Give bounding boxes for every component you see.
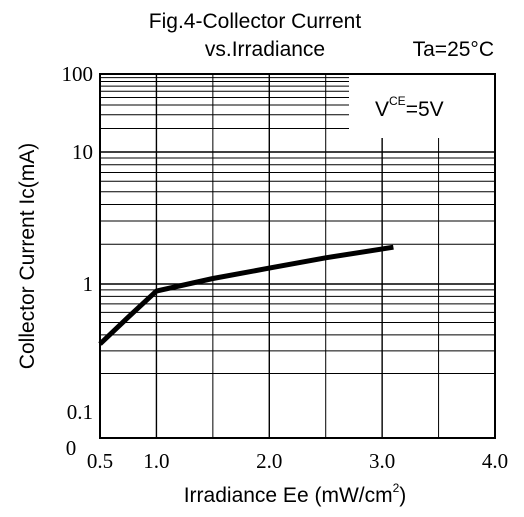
- x-axis-label-sup: 2: [393, 481, 400, 495]
- x-tick-label: 4.0: [482, 449, 508, 473]
- annotation-sup: CE: [389, 94, 406, 108]
- x-tick-labels: 0.5 1.0 2.0 3.0 4.0: [87, 449, 508, 473]
- annotation-base: V: [375, 98, 389, 121]
- y-tick-label: 0.1: [67, 400, 93, 424]
- condition-label: Ta=25°C: [413, 38, 494, 61]
- y-tick-label: 100: [62, 62, 94, 86]
- y-tick-label: 10: [72, 140, 93, 164]
- plot-frame: [99, 73, 496, 439]
- chart-title-line2: vs.Irradiance: [205, 38, 325, 61]
- x-axis-label-text: Irradiance Ee (mW/cm: [184, 484, 393, 507]
- x-tick-label: 0.5: [87, 449, 113, 473]
- chart-title-line1: Fig.4-Collector Current: [149, 10, 362, 33]
- annotation-box: [349, 74, 495, 138]
- x-tick-label: 2.0: [256, 449, 282, 473]
- x-tick-label: 3.0: [369, 449, 395, 473]
- series-line: [98, 244, 394, 346]
- x-axis-label-close: ): [399, 484, 406, 507]
- annotation-rest: =5V: [406, 98, 444, 121]
- y-axis-label: Collector Current Ic(mA): [16, 143, 39, 369]
- y-origin-label: 0: [66, 436, 77, 460]
- annotation-label: VCE=5V: [375, 94, 444, 121]
- y-tick-label: 1: [83, 272, 94, 296]
- x-tick-label: 1.0: [143, 449, 169, 473]
- y-tick-labels: 0.1 1 10 100: [62, 62, 94, 424]
- series-layer: [98, 244, 394, 346]
- x-axis-label: Irradiance Ee (mW/cm2): [184, 481, 407, 507]
